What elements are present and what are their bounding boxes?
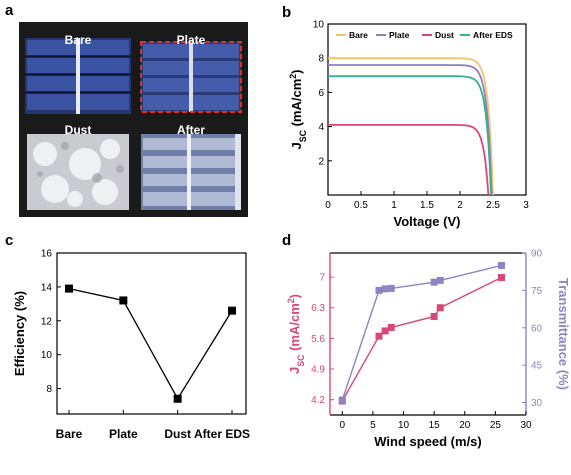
dust-panel-image — [27, 134, 129, 210]
y-left-tick-label-d: 5.6 — [311, 334, 325, 345]
jv-curve-bare — [328, 57, 494, 196]
photo-dust: Dust — [25, 123, 131, 212]
x-tick-label-b: 1 — [391, 200, 397, 211]
y-tick-label-c: 14 — [41, 282, 53, 293]
x-tick-label-b: 1.5 — [420, 200, 434, 211]
transmittance-point — [430, 278, 438, 286]
transmittance-point — [375, 286, 383, 294]
photo-label-after: After — [176, 123, 205, 137]
y-right-tick-label-d: 60 — [531, 323, 543, 334]
jv-curve-plate — [328, 64, 493, 196]
legend-label-b: Bare — [349, 30, 368, 40]
y-tick-label-b: 2 — [318, 156, 324, 167]
jsc-point — [375, 332, 383, 340]
efficiency-point — [228, 306, 236, 315]
legend-label-b: Plate — [389, 30, 410, 40]
chart-c-efficiency: 8 10 12 14 16 Bare Plate Dust After EDS Efficienc… — [12, 249, 250, 442]
x-tick-label-d: 5 — [370, 420, 376, 431]
y-tick-label-c: 12 — [41, 316, 53, 327]
efficiency-point — [119, 296, 128, 305]
efficiency-line — [68, 287, 233, 401]
y-tick-label-c: 8 — [46, 384, 52, 395]
jsc-point — [498, 274, 505, 282]
jv-curve-after-eds — [328, 75, 492, 196]
jsc-point — [387, 323, 395, 331]
efficiency-point — [65, 284, 73, 293]
solar-panel-photos: Bare Plate Dust — [19, 22, 248, 217]
after-panel-image — [141, 134, 241, 210]
y-left-axis-label-d: JSC (mA/cm2) — [286, 294, 306, 374]
jv-curve-dust — [328, 124, 490, 196]
transmittance-point — [387, 284, 395, 292]
legend-label-b: After EDS — [473, 30, 513, 40]
x-tick-label-d: 20 — [459, 420, 471, 431]
y-left-tick-label-d: 4.2 — [311, 395, 325, 406]
x-tick-label-b: 0.5 — [354, 200, 368, 211]
y-axis-label-b: JSC (mA/cm2) — [288, 69, 308, 149]
transmittance-point — [436, 276, 444, 284]
y-tick-label-c: 16 — [41, 249, 53, 260]
bare-panel-image — [25, 38, 131, 114]
y-tick-label-b: 8 — [318, 54, 324, 65]
x-category-label-c: Bare — [56, 427, 83, 441]
photo-after: After — [139, 123, 243, 212]
x-tick-label-b: 0 — [325, 200, 331, 211]
panel-letter-b: b — [282, 4, 292, 21]
panel-letter-c: c — [5, 232, 14, 249]
x-axis-label-b: Voltage (V) — [394, 214, 461, 229]
plot-frame-b — [327, 23, 527, 196]
y-tick-label-b: 10 — [313, 20, 325, 31]
x-tick-label-b: 2 — [457, 200, 463, 211]
jsc-point — [381, 327, 389, 335]
x-tick-label-d: 0 — [339, 420, 345, 431]
jsc-point — [436, 304, 444, 312]
panel-letter-a: a — [5, 2, 14, 19]
jsc-line — [341, 276, 502, 402]
plate-panel-image — [140, 41, 242, 113]
x-category-label-c: Dust — [164, 427, 191, 441]
photo-plate: Plate — [139, 33, 243, 114]
photo-label-bare: Bare — [64, 33, 92, 47]
transmittance-point — [498, 261, 505, 269]
chart-b-jv-curves: 0 0.5 1 1.5 2 2.5 3 2 4 6 8 10 Voltage (V) JSC (mA/cm… — [288, 20, 529, 230]
y-tick-label-b: 4 — [318, 122, 324, 133]
photo-bare: Bare — [25, 33, 131, 114]
x-tick-label-b: 3 — [523, 200, 529, 211]
y-tick-label-b: 6 — [318, 88, 324, 99]
efficiency-point — [173, 394, 182, 403]
x-category-label-c: Plate — [109, 427, 138, 441]
legend-label-b: Dust — [435, 30, 454, 40]
plot-frame-c — [56, 252, 247, 415]
y-right-tick-label-d: 90 — [531, 249, 543, 260]
y-left-tick-label-d: 6.3 — [311, 303, 325, 314]
photo-label-plate: Plate — [176, 33, 206, 47]
chart-d-wind-speed: 0 5 10 15 20 25 30 4.2 4.9 5.6 6.3 7 30 45 60 75 90 Wind … — [286, 249, 571, 450]
jsc-point — [430, 312, 438, 320]
x-tick-label-d: 30 — [520, 420, 532, 431]
x-axis-label-d: Wind speed (m/s) — [374, 434, 482, 449]
y-tick-label-c: 10 — [41, 350, 53, 361]
x-tick-label-d: 15 — [429, 420, 441, 431]
panel-letter-d: d — [282, 232, 292, 249]
y-right-tick-label-d: 75 — [531, 286, 543, 297]
x-tick-label-b: 2.5 — [486, 200, 500, 211]
x-tick-label-d: 25 — [490, 420, 502, 431]
y-right-axis-label-d: Transmittance (%) — [556, 278, 571, 390]
y-right-tick-label-d: 45 — [531, 361, 543, 372]
x-tick-label-d: 10 — [398, 420, 410, 431]
y-right-tick-label-d: 30 — [531, 398, 543, 409]
photo-label-dust: Dust — [64, 123, 92, 137]
transmittance-point — [381, 285, 389, 293]
transmittance-line — [341, 264, 502, 401]
transmittance-point — [338, 396, 346, 404]
y-axis-label-c: Efficiency (%) — [12, 291, 27, 376]
x-category-label-c: After EDS — [194, 427, 250, 441]
y-left-tick-label-d: 4.9 — [311, 365, 325, 376]
y-left-tick-label-d: 7 — [319, 273, 325, 284]
